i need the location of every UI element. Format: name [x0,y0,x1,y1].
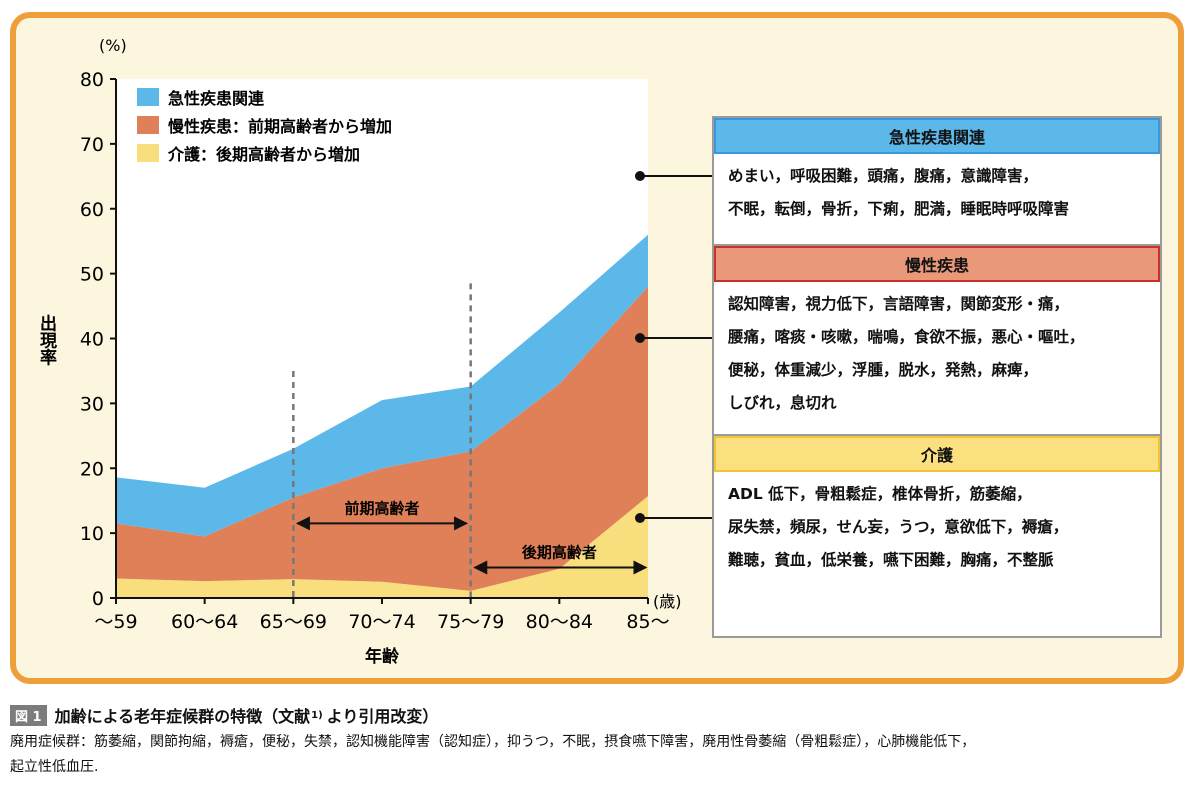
box-body-0: めまい，呼吸困難，頭痛，腹痛，意識障害， 不眠，転倒，骨折，下痢，肥満，睡眠時呼吸… [714,154,1160,262]
box-0: 急性疾患関連めまい，呼吸困難，頭痛，腹痛，意識障害， 不眠，転倒，骨折，下痢，肥満… [712,116,1162,264]
box-2: 介護 ADL 低下，骨粗鬆症，椎体骨折，筋萎縮， 尿失禁，頻尿，せん妄，うつ，意欲低… [712,434,1162,638]
y-tick-label-6: 60 [80,199,104,221]
legend-label-1: 慢性疾患：前期高齢者から増加 [168,117,392,136]
box-line-2-0: ADL 低下，骨粗鬆症，椎体骨折，筋萎縮， [728,485,1032,503]
connector-dot-0 [635,171,645,181]
label-late-elderly: 後期高齢者 [521,544,597,562]
x-tick-label-0: ～59 [94,611,137,633]
figure-badge: 図 1 [10,704,47,726]
box-title-2: 介護 [714,436,1160,472]
x-tick-label-2: 65～69 [260,611,327,633]
caption-text: 廃用症候群：筋萎縮，関節拘縮，褥瘡，便秘，失禁，認知機能障害（認知症），抑うつ，… [10,730,1190,780]
y-tick-label-1: 10 [80,523,104,545]
caption-title: 加齢による老年症候群の特徴（文献 [54,707,311,726]
label-early-elderly: 前期高齢者 [344,499,419,517]
x-tick-label-4: 75～79 [437,611,504,633]
legend-swatch-1 [137,116,159,134]
box-line-1-3: しびれ，息切れ [728,394,837,412]
caption-line-1: 廃用症候群：筋萎縮，関節拘縮，褥瘡，便秘，失禁，認知機能障害（認知症），抑うつ，… [10,734,976,750]
y-tick-label-8: 80 [80,69,104,91]
caption-title-tail: より引用改変） [326,707,439,726]
y-unit-label: (%) [99,36,127,55]
x-unit-label: (歳) [653,592,682,611]
box-line-1-2: 便秘，体重減少，浮腫，脱水，発熱，麻痺， [728,361,1039,379]
connector-dot-1 [635,333,645,343]
y-axis-title: 出現率 [36,313,57,366]
area-series-0 [116,496,648,598]
legend-swatch-0 [137,88,159,106]
y-tick-label-0: 0 [92,588,104,610]
area-series-2 [116,234,648,537]
x-tick-label-3: 70～74 [348,611,415,633]
y-tick-label-4: 40 [80,329,104,351]
caption-line-2: 起立性低血圧. [10,759,99,775]
x-tick-label-1: 60～64 [171,611,238,633]
caption-ref: 1) [311,709,323,721]
box-line-0-1: 不眠，転倒，骨折，下痢，肥満，睡眠時呼吸障害 [728,200,1070,218]
legend-label-2: 介護：後期高齢者から増加 [167,145,360,164]
x-tick-label-6: 85～ [626,611,669,633]
legend-label-0: 急性疾患関連 [168,89,265,108]
stacked-area-chart: 0 10 20 30 40 50 60 70 80 ～59 60～64 65～69 70～74 75～79… [36,36,712,667]
y-tick-label-5: 50 [80,264,104,286]
x-axis-title: 年齢 [365,646,400,667]
box-body-1: 認知障害，視力低下，言語障害，関節変形・痛， 腰痛，喀痰・咳嗽，喘鳴，食欲不振，悪… [714,282,1160,442]
box-title-0: 急性疾患関連 [714,118,1160,154]
box-body-2: ADL 低下，骨粗鬆症，椎体骨折，筋萎縮， 尿失禁，頻尿，せん妄，うつ，意欲低下，… [714,472,1160,636]
figure-caption: 図 1 加齢による老年症候群の特徴（文献 1) より引用改変） 廃用症候群：筋萎… [10,703,1190,780]
y-tick-label-3: 30 [80,393,104,415]
box-line-2-1: 尿失禁，頻尿，せん妄，うつ，意欲低下，褥瘡， [728,518,1069,536]
caption-title-row: 図 1 加齢による老年症候群の特徴（文献 1) より引用改変） [10,703,1190,727]
box-title-1: 慢性疾患 [714,246,1160,282]
box-line-0-0: めまい，呼吸困難，頭痛，腹痛，意識障害， [728,167,1039,185]
x-tick-label-5: 80～84 [526,611,593,633]
connector-dot-2 [635,513,645,523]
y-tick-label-2: 20 [80,458,104,480]
box-line-2-2: 難聴，貧血，低栄養，嚥下困難，胸痛，不整脈 [728,551,1054,569]
area-series-1 [116,286,648,591]
legend-swatch-2 [137,144,159,162]
box-line-1-1: 腰痛，喀痰・咳嗽，喘鳴，食欲不振，悪心・嘔吐， [728,328,1085,346]
y-tick-label-7: 70 [80,134,104,156]
box-1: 慢性疾患認知障害，視力低下，言語障害，関節変形・痛， 腰痛，喀痰・咳嗽，喘鳴，食欲… [712,244,1162,444]
box-line-1-0: 認知障害，視力低下，言語障害，関節変形・痛， [728,295,1070,313]
